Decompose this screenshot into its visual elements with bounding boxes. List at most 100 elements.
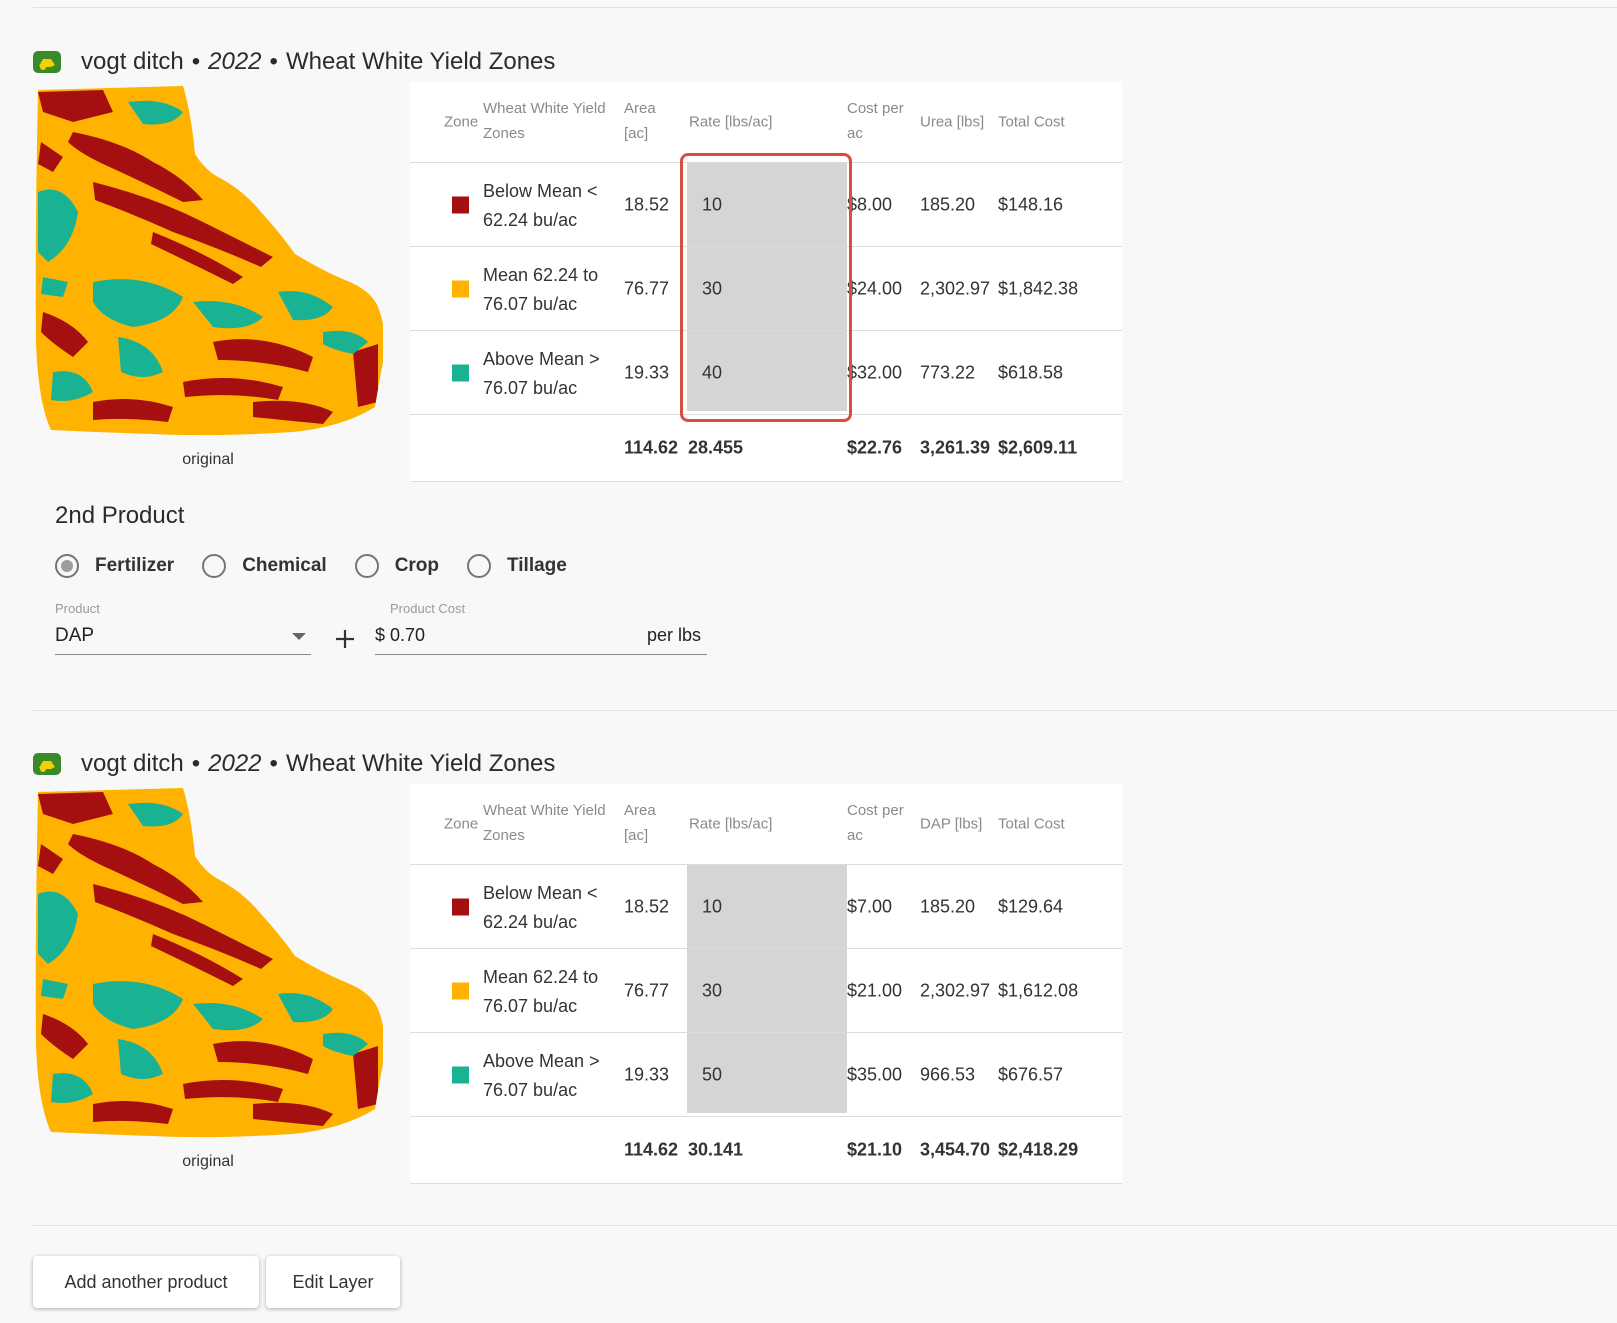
- qty-cell: 185.20: [920, 194, 976, 214]
- zone-swatch: [452, 982, 469, 999]
- cost-cell: $7.00: [847, 896, 893, 916]
- qty-cell: 185.20: [920, 896, 976, 916]
- col-cost-1: Cost per: [847, 100, 904, 117]
- add-product-button[interactable]: Add another product: [33, 1256, 259, 1308]
- field-zone-map: [33, 784, 383, 1144]
- table-row: Above Mean >76.07 bu/ac 19.33 40 $32.00 …: [410, 331, 1122, 415]
- col-total: Total Cost: [998, 113, 1065, 131]
- avg-cost: $21.10: [847, 1139, 903, 1160]
- table-header: Zone Wheat White Yield Zones Area [ac] R…: [410, 82, 1122, 163]
- rate-input[interactable]: 30: [702, 980, 723, 1000]
- divider: [33, 7, 1617, 8]
- zone-swatch: [452, 196, 469, 213]
- table-header: Zone Wheat White Yield Zones Area [ac] R…: [410, 784, 1122, 865]
- map-caption: original: [182, 1153, 234, 1170]
- zone-label: Mean 62.24 to 76.07 bu/ac: [483, 967, 599, 1016]
- cost-cell: $8.00: [847, 194, 893, 214]
- total-cell: $676.57: [998, 1064, 1064, 1084]
- rate-input[interactable]: 40: [702, 362, 723, 382]
- divider: [33, 710, 1617, 711]
- qty-cell: 773.22: [920, 362, 976, 382]
- dropdown-arrow-icon[interactable]: [291, 632, 307, 642]
- plus-icon[interactable]: [334, 628, 356, 650]
- rx-table: Zone Wheat White Yield Zones Area [ac] R…: [410, 784, 1122, 1184]
- qty-cell: 2,302.97: [920, 980, 991, 1000]
- rx-table: Zone Wheat White Yield Zones Area [ac] R…: [410, 82, 1122, 482]
- field-name: vogt ditch: [81, 750, 184, 777]
- col-area-2: [ac]: [624, 827, 649, 844]
- product-cost-underline: [375, 654, 707, 655]
- zone-swatch: [452, 898, 469, 915]
- radio-icon[interactable]: [354, 554, 379, 578]
- col-qty: Urea [lbs]: [920, 113, 985, 131]
- col-zones-1: Wheat White Yield: [483, 100, 606, 117]
- avg-cost: $22.76: [847, 437, 903, 458]
- total-qty: 3,454.70: [920, 1139, 991, 1160]
- col-cost-2: ac: [847, 827, 863, 844]
- col-zone: Zone: [444, 113, 479, 131]
- edit-layer-button[interactable]: Edit Layer: [266, 1256, 400, 1308]
- cost-unit: per lbs: [647, 625, 702, 645]
- second-product-title: 2nd Product: [55, 502, 185, 529]
- cost-prefix: $: [375, 625, 386, 645]
- cost-cell: $32.00: [847, 362, 903, 382]
- total-area: 114.62: [624, 1139, 679, 1160]
- table-row: Mean 62.24 to 76.07 bu/ac 76.77 30 $24.00…: [410, 247, 1122, 331]
- col-zones-1: Wheat White Yield: [483, 802, 606, 819]
- divider: [33, 1225, 1617, 1226]
- zone-label: Above Mean >76.07 bu/ac: [483, 349, 600, 398]
- col-cost-2: ac: [847, 125, 863, 142]
- field-name: vogt ditch: [81, 48, 184, 75]
- area-cell: 19.33: [624, 362, 670, 382]
- radio-icon[interactable]: [202, 554, 227, 578]
- product-select[interactable]: DAP: [55, 625, 95, 646]
- col-area-1: Area: [624, 100, 656, 117]
- cost-cell: $24.00: [847, 278, 903, 298]
- zone-label: Above Mean >76.07 bu/ac: [483, 1051, 600, 1100]
- radio-selected-icon[interactable]: [55, 554, 79, 578]
- table-row: Below Mean <62.24 bu/ac 18.52 10 $7.00 1…: [410, 865, 1122, 949]
- zone-swatch: [452, 1066, 469, 1083]
- totals-row: 114.62 30.141 $21.10 3,454.70 $2,418.29: [410, 1117, 1122, 1184]
- rate-input[interactable]: 30: [702, 278, 723, 298]
- total-cell: $618.58: [998, 362, 1064, 382]
- rate-input[interactable]: 50: [702, 1064, 723, 1084]
- total-cell: $1,612.08: [998, 980, 1079, 1000]
- year: 2022: [208, 48, 262, 75]
- col-zone: Zone: [444, 815, 479, 833]
- total-cell: $148.16: [998, 194, 1064, 214]
- total-cell: $1,842.38: [998, 278, 1079, 298]
- zone-label: Mean 62.24 to 76.07 bu/ac: [483, 265, 599, 314]
- zone-label: Below Mean <62.24 bu/ac: [483, 181, 598, 230]
- col-area-2: [ac]: [624, 125, 649, 142]
- area-cell: 76.77: [624, 980, 670, 1000]
- map-caption: original: [182, 451, 234, 468]
- col-area-1: Area: [624, 802, 656, 819]
- product-label: Product: [55, 601, 100, 616]
- qty-cell: 2,302.97: [920, 278, 991, 298]
- zone-swatch: [452, 364, 469, 381]
- totals-row: 114.62 28.455 $22.76 3,261.39 $2,609.11: [410, 415, 1122, 482]
- rate-input[interactable]: 10: [702, 896, 723, 916]
- radio-crop[interactable]: Crop: [354, 554, 439, 578]
- qty-cell: 966.53: [920, 1064, 976, 1084]
- area-cell: 76.77: [624, 278, 670, 298]
- rate-input[interactable]: 10: [702, 194, 723, 214]
- total-qty: 3,261.39: [920, 437, 991, 458]
- avg-rate: 30.141: [688, 1139, 744, 1160]
- col-rate: Rate [lbs/ac]: [689, 815, 773, 833]
- area-cell: 19.33: [624, 1064, 670, 1084]
- rate-column-highlight: [680, 153, 852, 422]
- zone-label: Below Mean <62.24 bu/ac: [483, 883, 598, 932]
- rate-column-bg: [687, 162, 847, 411]
- layer-name: Wheat White Yield Zones: [285, 750, 556, 777]
- radio-tillage[interactable]: Tillage: [467, 554, 567, 578]
- radio-icon[interactable]: [467, 554, 492, 578]
- product-cost-input[interactable]: 0.70: [390, 625, 426, 645]
- cost-cell: $35.00: [847, 1064, 903, 1084]
- product-type-radio-group: Fertilizer Chemical Crop Tillage: [55, 550, 595, 582]
- radio-chemical[interactable]: Chemical: [202, 554, 327, 578]
- radio-fertilizer[interactable]: Fertilizer: [55, 554, 174, 578]
- col-rate: Rate [lbs/ac]: [689, 113, 773, 131]
- year: 2022: [208, 750, 262, 777]
